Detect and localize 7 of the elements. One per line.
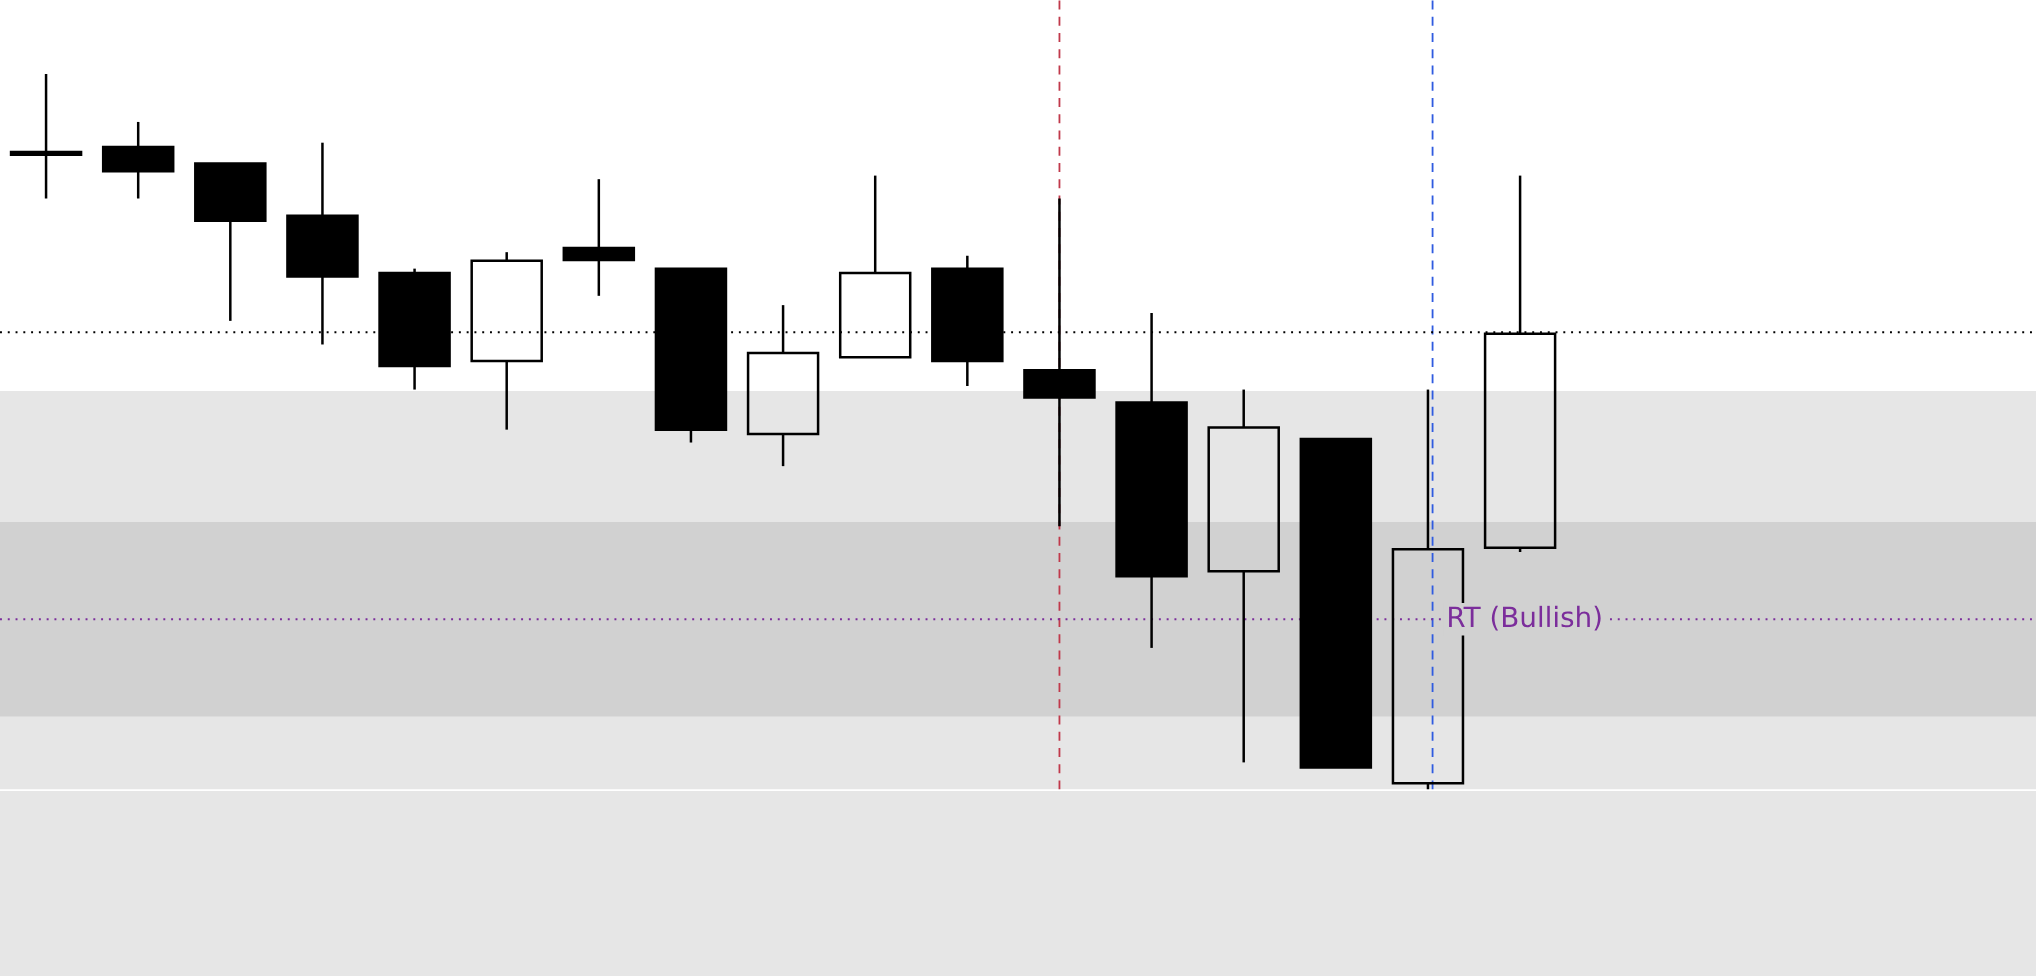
candlestick bbox=[562, 177, 636, 298]
candlestick bbox=[9, 72, 83, 200]
ref-line-label: RT (Bullish) bbox=[1449, 605, 1601, 631]
candlestick bbox=[1207, 388, 1280, 764]
candlestick bbox=[1115, 311, 1188, 650]
candlestick bbox=[101, 120, 175, 200]
candlestick bbox=[746, 303, 820, 468]
